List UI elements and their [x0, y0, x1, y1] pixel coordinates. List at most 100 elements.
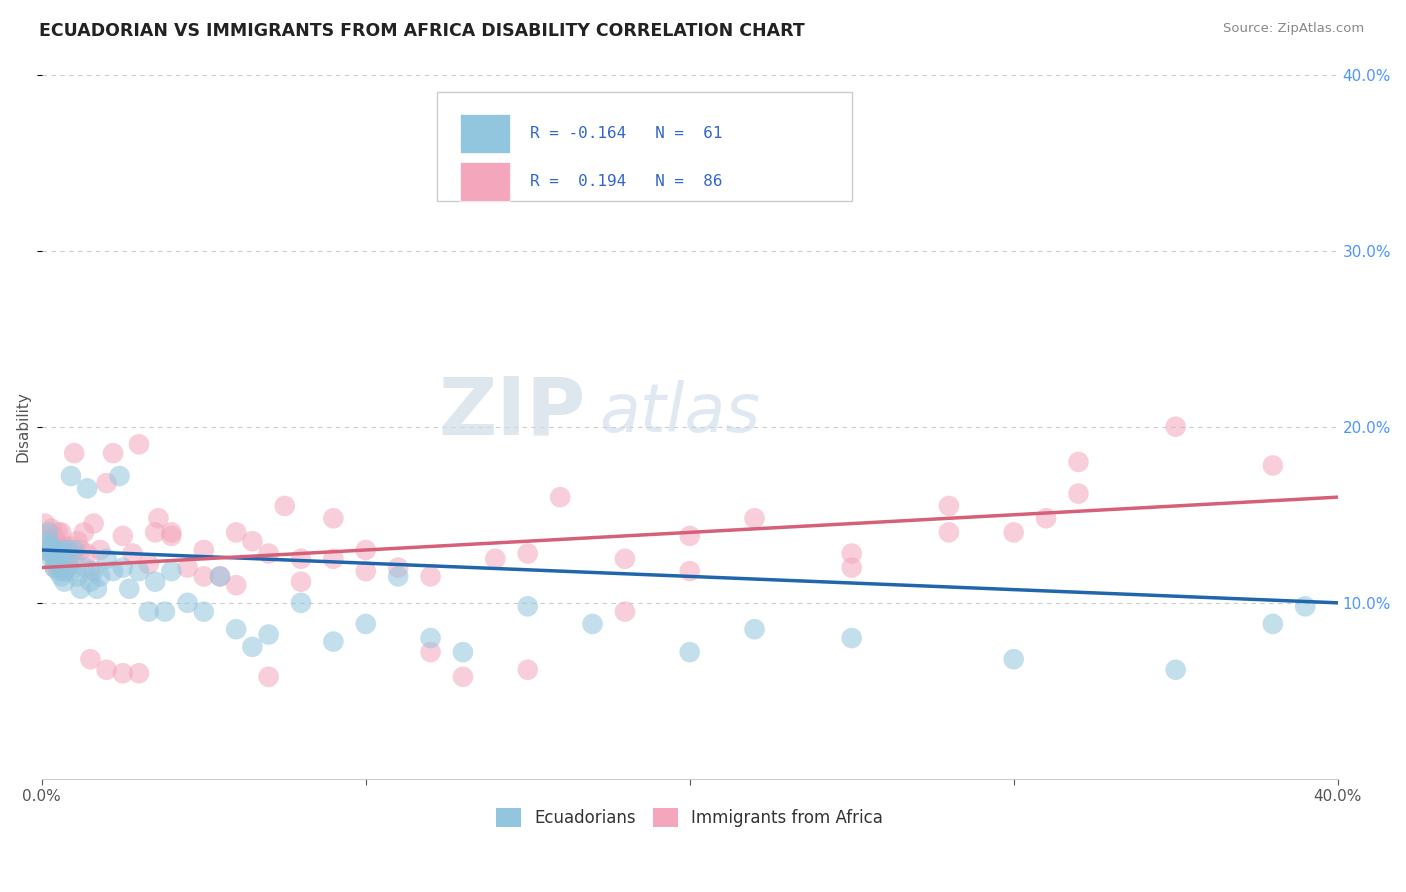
Point — [841, 560, 863, 574]
Point — [73, 525, 96, 540]
Point — [176, 560, 198, 574]
Point — [138, 605, 160, 619]
Point — [56, 543, 79, 558]
Point — [56, 557, 79, 571]
Point — [46, 525, 69, 540]
Point — [51, 569, 73, 583]
Point — [1261, 458, 1284, 473]
Point — [274, 499, 297, 513]
Point — [59, 564, 82, 578]
Point — [44, 560, 66, 574]
Point — [63, 543, 86, 558]
Point — [111, 560, 134, 574]
Point — [581, 616, 603, 631]
Point — [938, 499, 960, 513]
Point — [37, 543, 59, 558]
Point — [322, 551, 344, 566]
Point — [1067, 486, 1090, 500]
Legend: Ecuadorians, Immigrants from Africa: Ecuadorians, Immigrants from Africa — [489, 801, 890, 834]
Point — [257, 627, 280, 641]
Point — [59, 469, 82, 483]
Point — [451, 645, 474, 659]
Point — [744, 511, 766, 525]
Point — [242, 640, 264, 654]
Point — [101, 446, 124, 460]
Point — [613, 605, 636, 619]
Point — [63, 551, 86, 566]
Point — [101, 564, 124, 578]
Point — [841, 547, 863, 561]
Point — [41, 547, 63, 561]
Point — [51, 543, 73, 558]
Point — [1261, 616, 1284, 631]
Point — [53, 574, 76, 589]
Point — [1002, 652, 1025, 666]
Point — [83, 516, 105, 531]
Point — [44, 560, 66, 574]
Bar — [460, 162, 509, 201]
Point — [46, 564, 69, 578]
Point — [451, 670, 474, 684]
Point — [516, 599, 538, 614]
Point — [34, 543, 56, 558]
Bar — [460, 114, 509, 153]
Point — [96, 663, 118, 677]
FancyBboxPatch shape — [437, 92, 852, 202]
Point — [419, 569, 441, 583]
Point — [1164, 663, 1187, 677]
Point — [225, 622, 247, 636]
Point — [290, 596, 312, 610]
Text: ZIP: ZIP — [439, 374, 586, 451]
Point — [148, 511, 170, 525]
Point — [160, 529, 183, 543]
Point — [44, 529, 66, 543]
Text: R = -0.164   N =  61: R = -0.164 N = 61 — [530, 126, 723, 141]
Point — [679, 529, 702, 543]
Point — [59, 540, 82, 554]
Point — [176, 596, 198, 610]
Point — [89, 543, 111, 558]
Point — [225, 578, 247, 592]
Point — [143, 525, 166, 540]
Point — [53, 540, 76, 554]
Point — [841, 631, 863, 645]
Point — [51, 560, 73, 574]
Point — [44, 543, 66, 558]
Point — [41, 522, 63, 536]
Point — [322, 511, 344, 525]
Point — [56, 551, 79, 566]
Point — [37, 529, 59, 543]
Point — [83, 564, 105, 578]
Point — [41, 547, 63, 561]
Point — [51, 560, 73, 574]
Point — [46, 547, 69, 561]
Point — [66, 569, 89, 583]
Point — [108, 469, 131, 483]
Point — [73, 560, 96, 574]
Point — [41, 540, 63, 554]
Point — [53, 547, 76, 561]
Point — [354, 543, 377, 558]
Point — [96, 551, 118, 566]
Point — [46, 551, 69, 566]
Point — [679, 645, 702, 659]
Point — [44, 551, 66, 566]
Point — [46, 543, 69, 558]
Point — [44, 534, 66, 549]
Point — [89, 569, 111, 583]
Point — [1067, 455, 1090, 469]
Point — [69, 582, 91, 596]
Point — [257, 547, 280, 561]
Text: atlas: atlas — [599, 380, 761, 446]
Point — [46, 557, 69, 571]
Point — [290, 574, 312, 589]
Point — [484, 551, 506, 566]
Point — [290, 551, 312, 566]
Point — [1164, 419, 1187, 434]
Point — [86, 582, 108, 596]
Point — [387, 560, 409, 574]
Point — [419, 631, 441, 645]
Point — [354, 564, 377, 578]
Point — [79, 564, 101, 578]
Point — [96, 476, 118, 491]
